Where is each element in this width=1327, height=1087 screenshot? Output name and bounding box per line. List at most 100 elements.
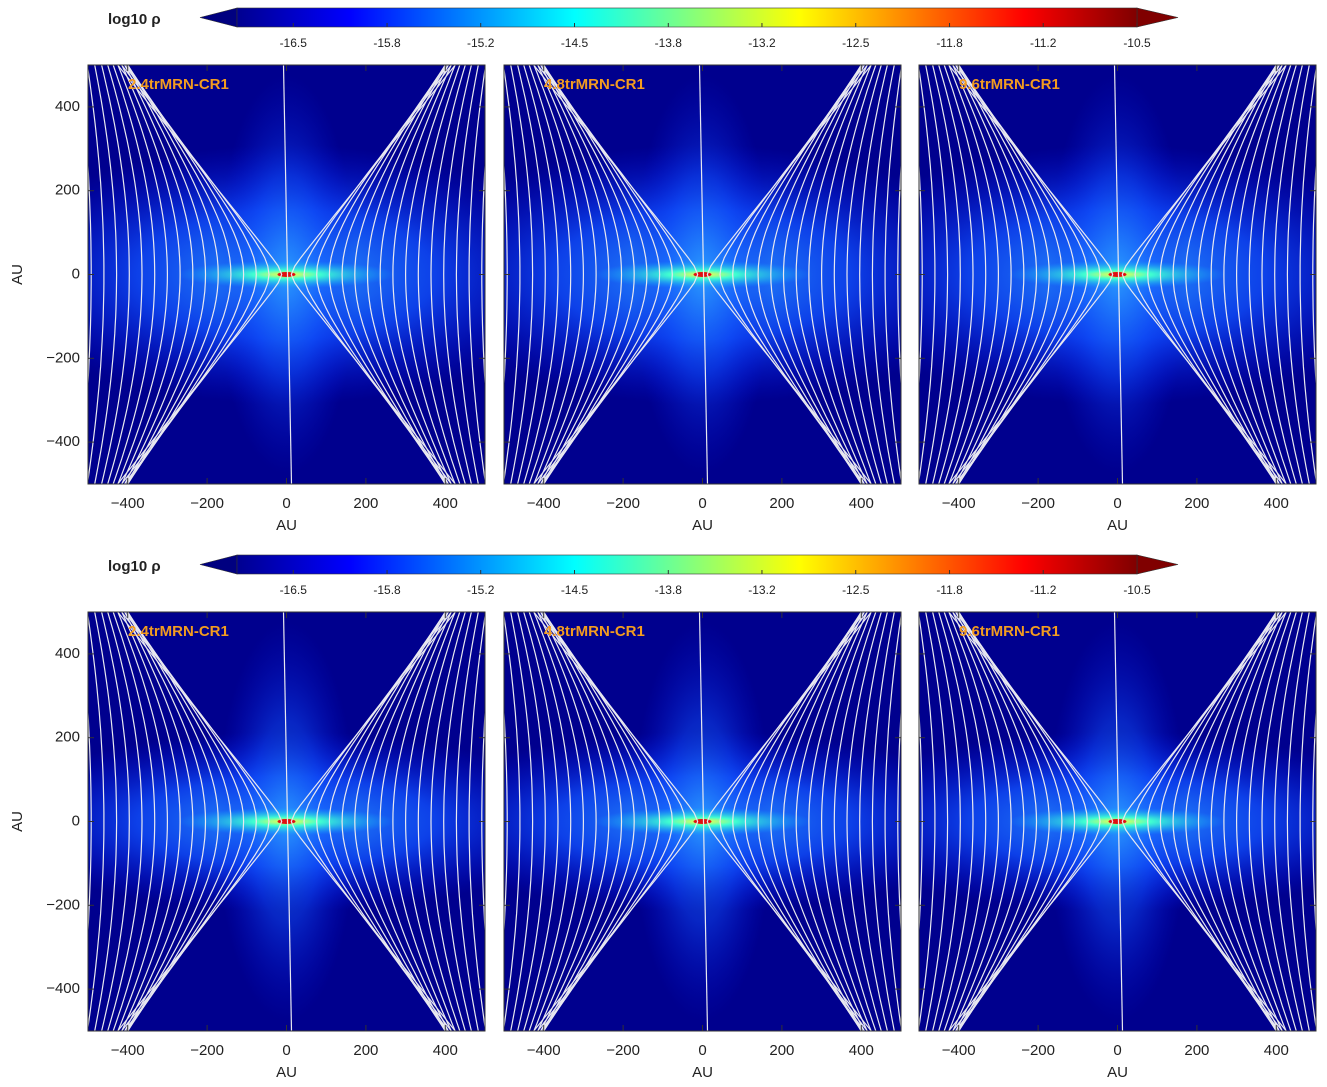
density-map [88,65,485,484]
field-line [1159,65,1279,484]
field-line [955,65,1025,484]
panel-title: 9.6trMRN-CR1 [959,76,1060,93]
field-line [366,612,447,1031]
x-axis-label: AU [692,1064,713,1081]
field-line [316,612,450,1031]
colorbar-tick-label: -13.2 [748,583,776,597]
field-line [523,65,559,484]
field-line [957,612,1050,1031]
field-line [808,612,868,1031]
field-line [542,65,648,484]
x-axis-label: AU [1107,1064,1128,1081]
field-line [698,612,709,1031]
x-tick-label: 0 [282,1042,290,1059]
field-line [1248,612,1292,1031]
x-tick-label: 400 [433,495,458,512]
field-line [957,612,1038,1031]
field-line [282,612,293,1031]
field-line [341,612,447,1031]
field-line [919,612,936,1031]
field-line [126,612,207,1031]
field-line [919,65,936,484]
colorbar-extend-low [199,554,238,575]
field-line [523,612,559,1031]
field-line [404,612,456,1031]
y-tick-label: 0 [72,812,80,829]
field-line [1274,65,1304,484]
field-line [1223,65,1283,484]
field-line [542,612,623,1031]
field-line [443,65,473,484]
y-tick-label: −400 [46,433,80,450]
field-line [107,65,143,484]
field-line [1299,612,1316,1031]
colorbar-extend-high [1136,7,1179,28]
x-axis-label: AU [276,517,297,534]
field-line [757,65,863,484]
field-line [871,65,895,484]
field-line [328,612,448,1031]
field-line [931,65,961,484]
field-line [1172,612,1278,1031]
field-line [455,612,479,1031]
panel-title: 2.4trMRN-CR1 [128,623,229,640]
field-line [1185,65,1278,484]
field-line [123,65,257,484]
field-line [1261,65,1297,484]
field-line [943,612,987,1031]
field-line [88,612,105,1031]
field-line [430,612,466,1031]
field-line [1172,65,1278,484]
field-line [504,612,521,1031]
colorbar-tick-label: -12.5 [842,36,870,50]
x-tick-label: −400 [527,495,561,512]
x-tick-label: −400 [527,1042,561,1059]
field-line [417,612,461,1031]
density-map [88,612,485,1031]
field-line [884,65,901,484]
field-line [744,612,864,1031]
panel-title: 9.6trMRN-CR1 [959,623,1060,640]
x-tick-label: 400 [849,495,874,512]
field-line [956,65,1076,484]
field-line [468,65,485,484]
field-line [121,612,181,1031]
field-line [282,65,293,484]
field-line [952,612,1012,1031]
field-line [510,612,534,1031]
x-tick-label: 0 [282,495,290,512]
x-axis-label: AU [1107,517,1128,534]
x-tick-label: 400 [1264,495,1289,512]
field-line [112,65,156,484]
x-tick-label: 400 [433,1042,458,1059]
field-line [931,612,961,1031]
field-line [121,65,181,484]
x-tick-label: −400 [942,495,976,512]
x-tick-label: 0 [698,495,706,512]
field-line [542,65,623,484]
field-line [94,612,118,1031]
x-tick-label: −400 [111,495,145,512]
colorbar-tick-label: -16.5 [280,36,308,50]
field-line [392,65,452,484]
field-line [948,612,1000,1031]
panel-title: 4.8trMRN-CR1 [544,76,645,93]
colorbar-tick-label: -16.5 [280,583,308,597]
y-axis-label: AU [9,811,26,832]
x-tick-label: −400 [942,1042,976,1059]
x-tick-label: −400 [111,1042,145,1059]
field-line [1197,65,1278,484]
field-line [925,612,949,1031]
field-line [430,65,466,484]
y-tick-label: −400 [46,980,80,997]
colorbar-tick-label: -13.2 [748,36,776,50]
colorbar-label: log10 ρ [108,11,161,28]
field-line [124,612,194,1031]
field-line [366,65,447,484]
field-line [528,612,572,1031]
field-line [954,65,1088,484]
field-line [938,612,974,1031]
field-line [542,612,648,1031]
field-line [541,612,661,1031]
field-line [124,65,194,484]
